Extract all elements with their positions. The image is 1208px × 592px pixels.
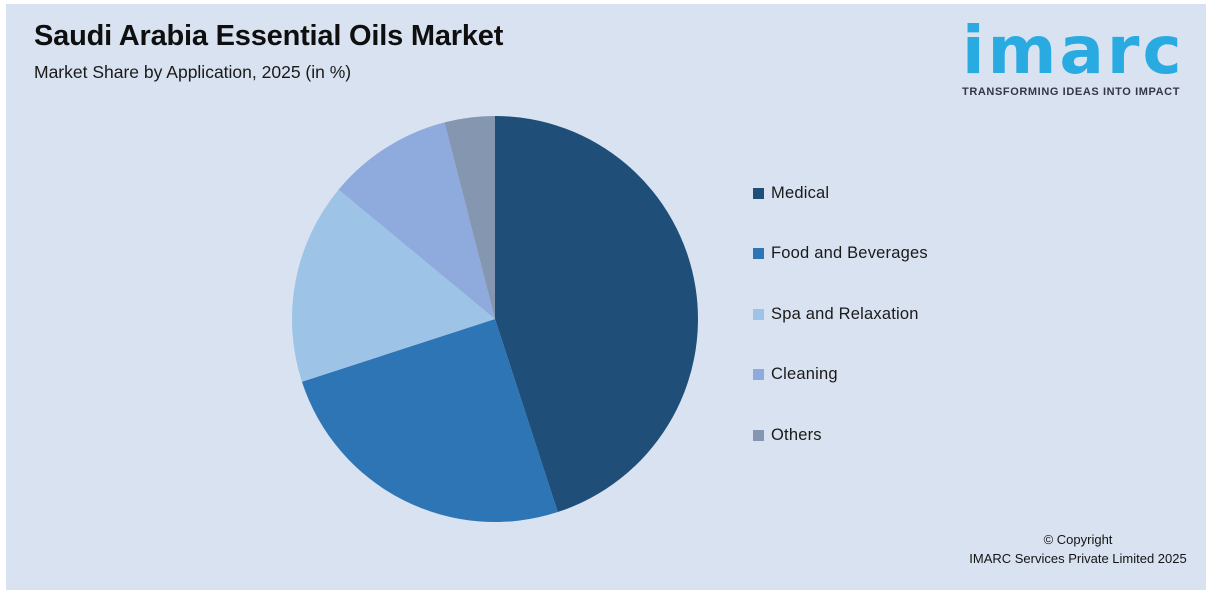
legend-swatch-others xyxy=(753,429,764,441)
legend-swatch-spa-and-relaxation xyxy=(753,308,764,320)
legend-label: Food and Beverages xyxy=(771,244,928,262)
pie-slice-others xyxy=(444,116,495,319)
chart-subtitle: Market Share by Application, 2025 (in %) xyxy=(34,62,352,82)
copyright: © Copyright IMARC Services Private Limit… xyxy=(958,530,1198,568)
pie-slice-cleaning xyxy=(338,122,495,319)
legend-label: Cleaning xyxy=(771,365,838,383)
legend-swatch-medical xyxy=(753,187,764,199)
imarc-wordmark: imarc xyxy=(962,12,1185,89)
pie-slice-food-and-beverages xyxy=(301,319,558,522)
legend-item-spa-and-relaxation: Spa and Relaxation xyxy=(753,305,928,323)
pie-slice-spa-and-relaxation xyxy=(292,189,495,382)
copyright-line-2: IMARC Services Private Limited 2025 xyxy=(969,551,1187,566)
legend-swatch-cleaning xyxy=(753,369,764,380)
legend-label: Others xyxy=(771,425,822,444)
legend-label: Spa and Relaxation xyxy=(771,304,919,323)
legend-item-food-and-beverages: Food and Beverages xyxy=(753,244,928,263)
imarc-tagline: TRANSFORMING IDEAS INTO IMPACT xyxy=(962,86,1181,98)
legend-item-cleaning: Cleaning xyxy=(753,365,928,384)
legend-swatch-food-and-beverages xyxy=(753,248,764,259)
pie-chart xyxy=(292,116,698,522)
imarc-logo: imarc TRANSFORMING IDEAS INTO IMPACT xyxy=(962,12,1194,98)
legend: Medical Food and Beverages Spa and Relax… xyxy=(753,184,928,487)
legend-item-medical: Medical xyxy=(753,184,928,202)
legend-item-others: Others xyxy=(753,426,928,444)
chart-title: Saudi Arabia Essential Oils Market xyxy=(34,20,504,52)
pie-slice-medical xyxy=(495,116,698,513)
legend-label: Medical xyxy=(771,183,830,202)
copyright-line-1: © Copyright xyxy=(1043,532,1113,547)
